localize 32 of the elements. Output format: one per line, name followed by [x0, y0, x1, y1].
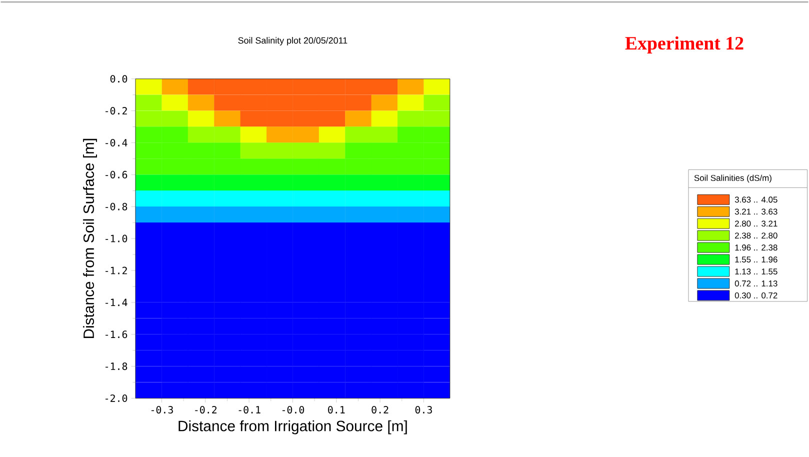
y-tick-label: -0.6: [106, 170, 128, 178]
color-bar-label: 3.63 .. 4.05: [734, 196, 778, 203]
x-tick-label: -0.0: [282, 406, 304, 414]
y-tick-label: -1.0: [106, 234, 128, 242]
x-tick-label: -0.3: [151, 406, 173, 414]
x-tick-label: 0.1: [328, 406, 345, 414]
color-bar-label: 2.80 .. 3.21: [735, 220, 778, 226]
x-tick-label: -0.2: [195, 406, 217, 414]
x-tick-label: 0.2: [372, 406, 388, 414]
color-bar-label: 3.21 .. 3.63: [734, 208, 778, 215]
y-axis-title: Distance from Soil Surface [m]: [83, 138, 97, 338]
chart-title: Soil Salinity plot 20/05/2011: [238, 37, 348, 46]
color-bar-label: 1.96 .. 2.38: [735, 244, 778, 250]
y-tick-label: -2.0: [106, 394, 128, 402]
y-tick-label: -0.4: [106, 138, 128, 146]
text: Experiment 12: [625, 36, 744, 54]
color-bar-label: 1.55 .. 1.96: [735, 256, 778, 262]
x-axis-title: Distance from Irrigation Source [m]: [178, 420, 407, 434]
color-bar-title: Soil Salinities (dS/m): [694, 174, 772, 183]
color-bar-label: 0.72 .. 1.13: [734, 280, 778, 286]
y-tick-label: -1.4: [106, 298, 128, 306]
y-tick-label: -1.6: [106, 330, 128, 338]
y-tick-label: 0.0: [110, 75, 128, 83]
y-tick-label: -1.8: [106, 362, 128, 370]
y-tick-label: -1.2: [106, 266, 127, 274]
y-tick-label: -0.8: [106, 202, 128, 210]
color-bar-label: 2.38 .. 2.80: [735, 232, 778, 238]
color-bar-label: 1.13 .. 1.55: [735, 268, 778, 274]
x-tick-label: -0.1: [238, 406, 260, 414]
y-tick-label: -0.2: [106, 106, 127, 114]
x-tick-label: 0.3: [415, 406, 432, 414]
color-bar-label: 0.30 .. 0.72: [734, 292, 778, 298]
